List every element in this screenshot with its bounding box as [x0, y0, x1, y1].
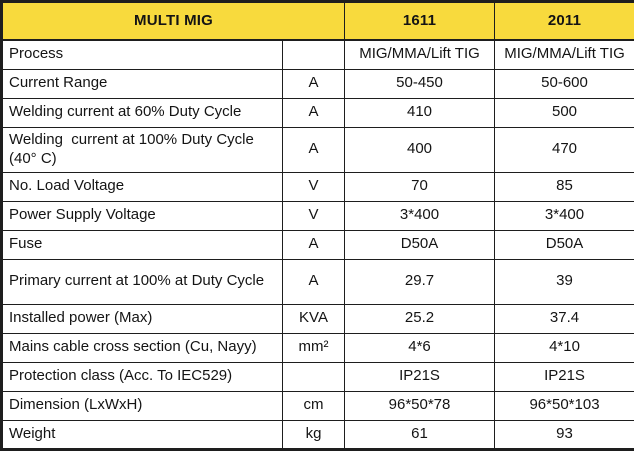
param-label: Mains cable cross section (Cu, Nayy) [2, 333, 283, 362]
value-2011: 3*400 [495, 201, 634, 230]
param-label: Process [2, 40, 283, 69]
unit-cell: mm² [283, 333, 345, 362]
table-row: Dimension (LxWxH) cm 96*50*78 96*50*103 [2, 391, 634, 420]
value-1611: MIG/MMA/Lift TIG [345, 40, 495, 69]
value-2011: D50A [495, 230, 634, 259]
param-label: No. Load Voltage [2, 172, 283, 201]
table-row: Welding current at 100% Duty Cycle (40° … [2, 127, 634, 172]
table-row: No. Load Voltage V 70 85 [2, 172, 634, 201]
unit-cell: cm [283, 391, 345, 420]
value-1611: 50-450 [345, 69, 495, 98]
column-header-model-1611: 1611 [345, 2, 495, 41]
table-row: Process MIG/MMA/Lift TIG MIG/MMA/Lift TI… [2, 40, 634, 69]
value-2011: MIG/MMA/Lift TIG [495, 40, 634, 69]
value-1611: 70 [345, 172, 495, 201]
unit-cell: A [283, 69, 345, 98]
value-2011: 96*50*103 [495, 391, 634, 420]
unit-cell: A [283, 127, 345, 172]
table-row: Welding current at 60% Duty Cycle A 410 … [2, 98, 634, 127]
table-header-row: MULTI MIG 1611 2011 [2, 2, 634, 41]
unit-cell [283, 40, 345, 69]
table-row: Power Supply Voltage V 3*400 3*400 [2, 201, 634, 230]
param-label: Weight [2, 420, 283, 449]
value-1611: 29.7 [345, 259, 495, 304]
unit-cell: V [283, 172, 345, 201]
value-2011: 39 [495, 259, 634, 304]
table-row: Mains cable cross section (Cu, Nayy) mm²… [2, 333, 634, 362]
value-1611: 25.2 [345, 304, 495, 333]
table-title: MULTI MIG [2, 2, 345, 41]
table-row: Installed power (Max) KVA 25.2 37.4 [2, 304, 634, 333]
param-label: Protection class (Acc. To IEC529) [2, 362, 283, 391]
value-1611: 96*50*78 [345, 391, 495, 420]
value-2011: 37.4 [495, 304, 634, 333]
param-label: Installed power (Max) [2, 304, 283, 333]
value-2011: 85 [495, 172, 634, 201]
unit-cell: KVA [283, 304, 345, 333]
table-row: Weight kg 61 93 [2, 420, 634, 449]
param-label: Dimension (LxWxH) [2, 391, 283, 420]
param-label: Power Supply Voltage [2, 201, 283, 230]
param-label: Primary current at 100% at Duty Cycle [2, 259, 283, 304]
param-label: Welding current at 100% Duty Cycle (40° … [2, 127, 283, 172]
value-1611: 410 [345, 98, 495, 127]
unit-cell: A [283, 98, 345, 127]
param-label: Current Range [2, 69, 283, 98]
column-header-model-2011: 2011 [495, 2, 634, 41]
value-2011: 4*10 [495, 333, 634, 362]
value-2011: 500 [495, 98, 634, 127]
value-2011: IP21S [495, 362, 634, 391]
value-1611: 4*6 [345, 333, 495, 362]
unit-cell: kg [283, 420, 345, 449]
table-row: Protection class (Acc. To IEC529) IP21S … [2, 362, 634, 391]
table-row: Primary current at 100% at Duty Cycle A … [2, 259, 634, 304]
table-row: Fuse A D50A D50A [2, 230, 634, 259]
value-1611: 400 [345, 127, 495, 172]
unit-cell: A [283, 259, 345, 304]
value-1611: D50A [345, 230, 495, 259]
table-row: Current Range A 50-450 50-600 [2, 69, 634, 98]
value-1611: 3*400 [345, 201, 495, 230]
unit-cell: A [283, 230, 345, 259]
value-1611: 61 [345, 420, 495, 449]
value-1611: IP21S [345, 362, 495, 391]
value-2011: 470 [495, 127, 634, 172]
param-label: Welding current at 60% Duty Cycle [2, 98, 283, 127]
value-2011: 50-600 [495, 69, 634, 98]
param-label: Fuse [2, 230, 283, 259]
value-2011: 93 [495, 420, 634, 449]
unit-cell: V [283, 201, 345, 230]
unit-cell [283, 362, 345, 391]
